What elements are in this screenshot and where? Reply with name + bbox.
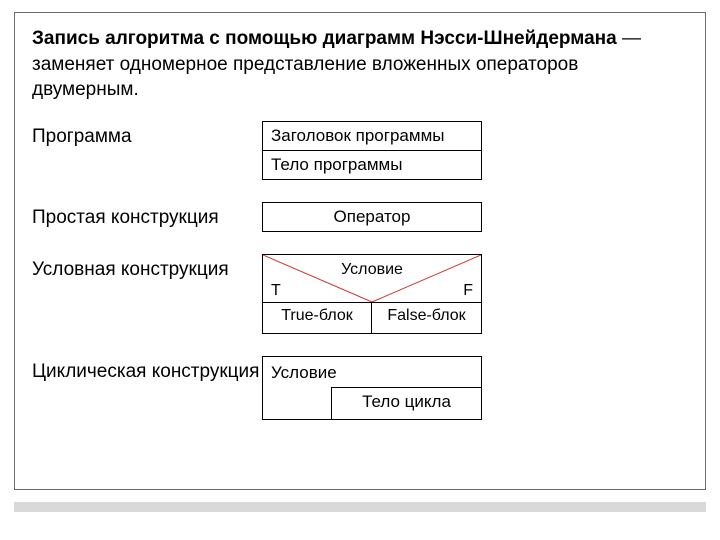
label-conditional: Условная конструкция [32,254,262,282]
operator-box: Оператор [262,202,482,232]
diagram-simple: Оператор [262,202,482,232]
label-loop: Циклическая конструкция [32,356,262,384]
row-loop: Циклическая конструкция Условие Тело цик… [32,356,692,420]
conditional-condition: Условие [263,261,481,279]
heading: Запись алгоритма с помощью диаграмм Нэсс… [32,26,688,103]
program-body-cell: Тело программы [263,151,481,179]
conditional-bottom: True-блок False-блок [263,303,481,333]
loop-body-cell: Тело цикла [331,387,481,419]
label-simple: Простая конструкция [32,202,262,230]
footer-bar [14,502,706,512]
diagram-program: Заголовок программы Тело программы [262,121,482,180]
loop-box: Условие Тело цикла [262,356,482,420]
true-block-cell: True-блок [263,303,372,333]
conditional-false-mark: F [463,282,473,300]
program-header-cell: Заголовок программы [263,122,481,151]
conditional-true-mark: T [271,282,281,300]
label-program: Программа [32,121,262,149]
row-program: Программа Заголовок программы Тело прогр… [32,121,692,180]
conditional-box: Условие T F True-блок False-блок [262,254,482,334]
heading-rest: заменяет одномерное представление вложен… [32,54,578,101]
heading-bold: Запись алгоритма с помощью диаграмм Нэсс… [32,28,617,49]
row-conditional: Условная конструкция Условие T F True-бл… [32,254,692,334]
heading-dash: — [617,28,641,49]
rows: Программа Заголовок программы Тело прогр… [32,121,692,420]
diagram-loop: Условие Тело цикла [262,356,482,420]
row-simple: Простая конструкция Оператор [32,202,692,232]
loop-condition: Условие [271,363,337,383]
slide: Запись алгоритма с помощью диаграмм Нэсс… [0,0,720,540]
diagram-conditional: Условие T F True-блок False-блок [262,254,482,334]
conditional-top: Условие T F [263,255,481,303]
program-box: Заголовок программы Тело программы [262,121,482,180]
false-block-cell: False-блок [372,303,481,333]
